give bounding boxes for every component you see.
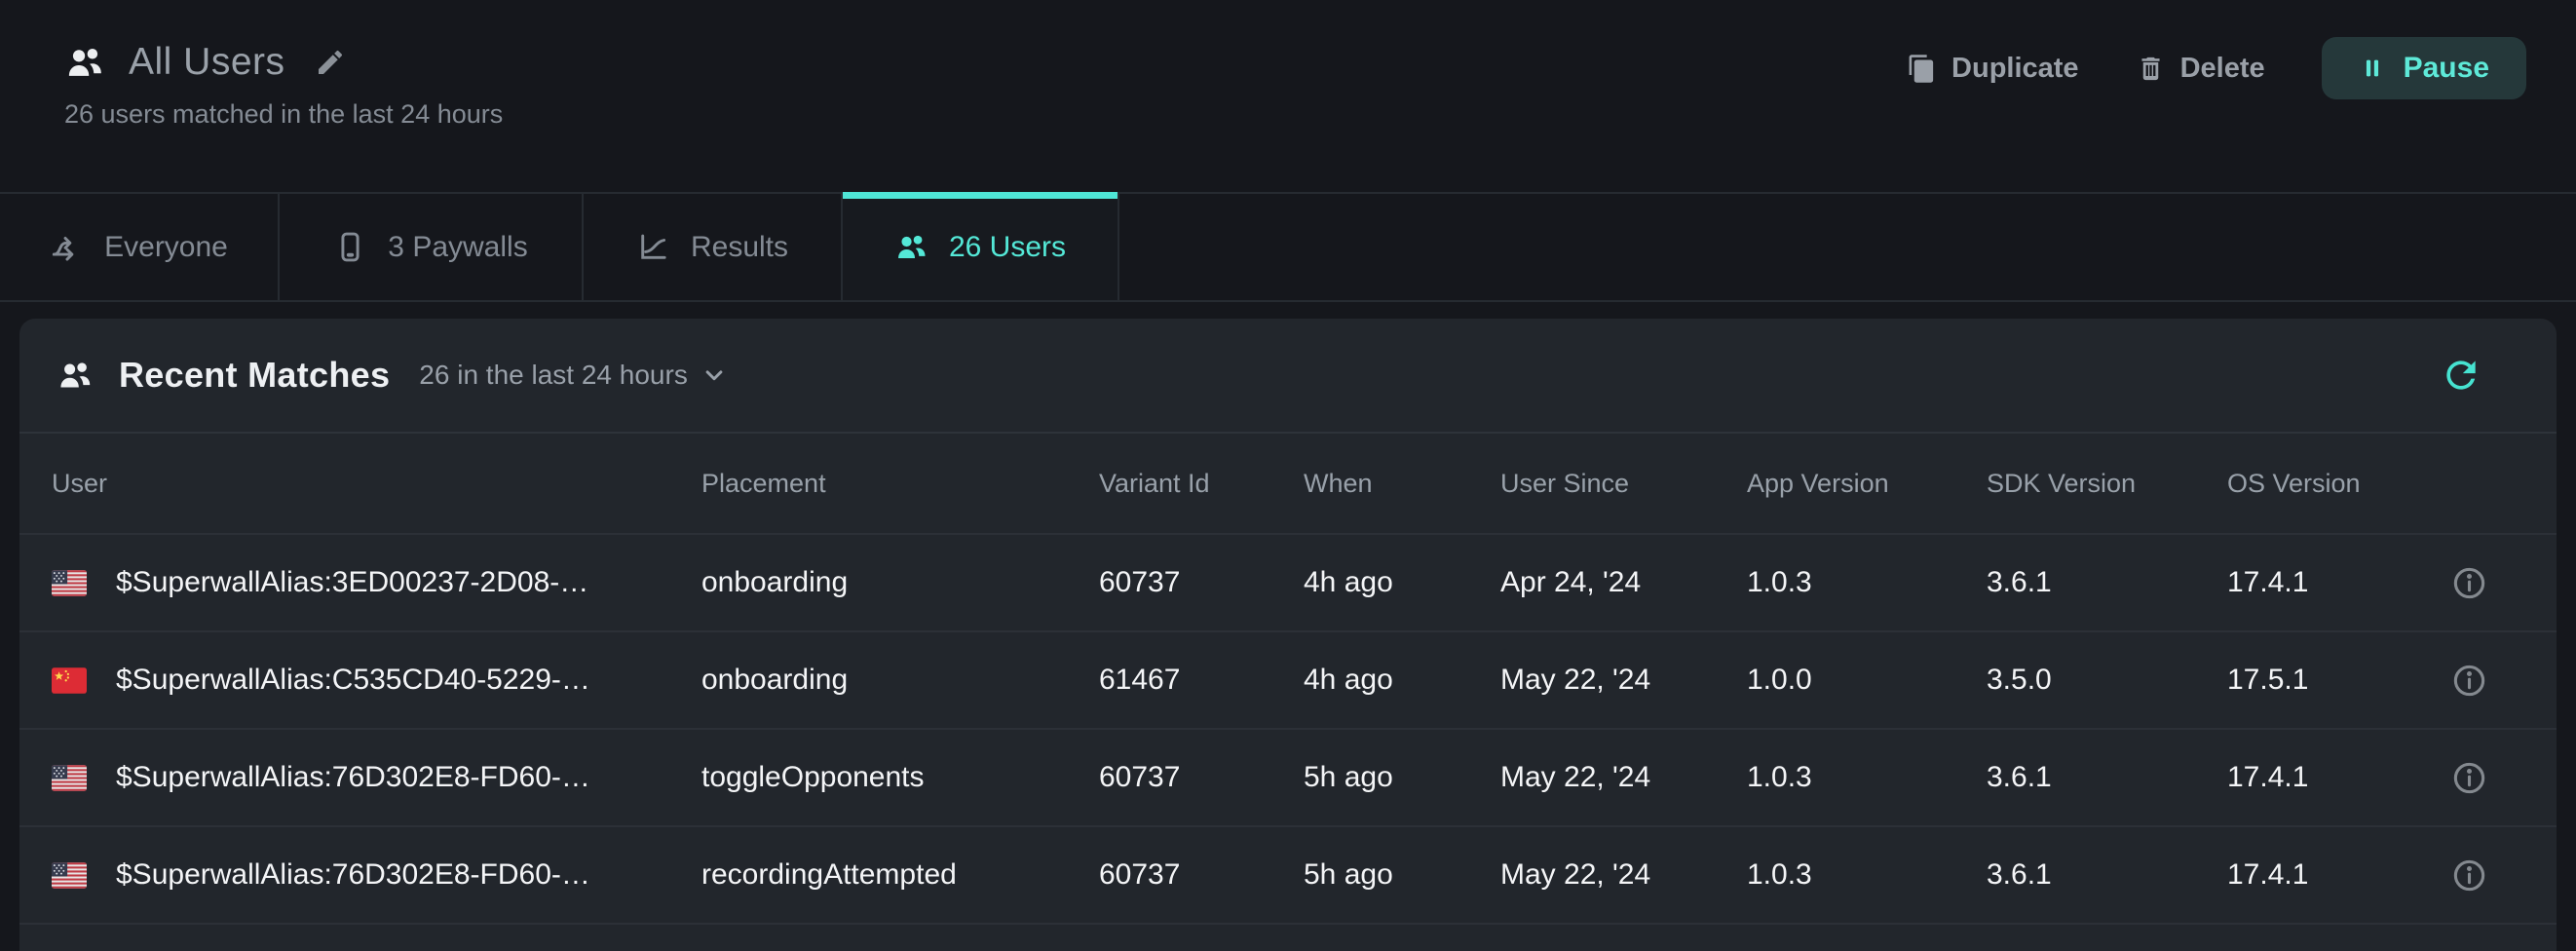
title-row: All Users — [0, 0, 2576, 84]
info-icon[interactable] — [2450, 564, 2488, 602]
user-since-cell: May 22, '24 — [1500, 664, 1651, 696]
users-icon — [64, 42, 105, 83]
pause-icon — [2366, 59, 2378, 77]
info-icon[interactable] — [2450, 662, 2488, 700]
info-icon[interactable] — [2450, 856, 2488, 894]
recent-matches-panel: Recent Matches 26 in the last 24 hours U… — [19, 319, 2557, 951]
tab-results[interactable]: Results — [584, 194, 843, 300]
col-variant-id: Variant Id — [1099, 468, 1210, 498]
variant-id-cell: 60737 — [1099, 566, 1181, 598]
col-os-version: OS Version — [2227, 468, 2361, 498]
col-app-version: App Version — [1747, 468, 1889, 498]
page-title: All Users — [129, 41, 285, 83]
variant-id-cell: 60737 — [1099, 858, 1181, 891]
refresh-icon[interactable] — [2440, 354, 2482, 397]
time-range-label: 26 in the last 24 hours — [419, 360, 688, 390]
app-version-cell: 1.0.0 — [1747, 664, 1812, 696]
page-header: All Users 26 users matched in the last 2… — [0, 0, 2576, 192]
os-version-cell: 17.5.1 — [2227, 664, 2309, 696]
duplicate-label: Duplicate — [1951, 52, 2079, 84]
user-since-cell: Apr 24, '24 — [1500, 566, 1642, 598]
duplicate-icon — [1909, 54, 1934, 83]
sdk-version-cell: 3.6.1 — [1987, 761, 2052, 793]
flag-us-icon — [52, 861, 87, 889]
tab-label: Results — [690, 230, 789, 263]
sdk-version-cell: 3.6.1 — [1987, 858, 2052, 891]
user-cell: $SuperwallAlias:C535CD40-5229-… — [52, 664, 701, 697]
col-user-since: User Since — [1500, 468, 1630, 498]
when-cell: 4h ago — [1304, 566, 1393, 598]
chart-icon — [641, 234, 666, 259]
duplicate-button[interactable]: Duplicate — [1907, 53, 2079, 85]
branch-arrow-icon — [53, 237, 74, 261]
when-cell: 4h ago — [1304, 664, 1393, 696]
info-icon[interactable] — [2450, 759, 2488, 797]
flag-cn-icon — [52, 666, 87, 694]
user-alias: $SuperwallAlias:76D302E8-FD60-… — [116, 858, 590, 891]
user-cell: $SuperwallAlias:76D302E8-FD60-… — [52, 858, 701, 892]
user-cell: $SuperwallAlias:76D302E8-FD60-… — [52, 761, 701, 794]
phone-icon — [341, 232, 360, 262]
time-range-dropdown[interactable]: 26 in the last 24 hours — [419, 360, 729, 391]
sdk-version-cell: 3.5.0 — [1987, 664, 2052, 696]
app-version-cell: 1.0.3 — [1747, 566, 1812, 598]
os-version-cell: 17.4.1 — [2227, 858, 2309, 891]
user-cell — [52, 925, 701, 951]
placement-cell: onboarding — [701, 664, 849, 696]
trash-icon — [2141, 57, 2160, 80]
col-placement: Placement — [701, 468, 826, 498]
flag-us-icon — [52, 764, 87, 791]
app-version-cell: 1.0.3 — [1747, 858, 1812, 891]
delete-label: Delete — [2179, 52, 2265, 84]
delete-button[interactable]: Delete — [2136, 53, 2265, 85]
pause-label: Pause — [2403, 52, 2489, 84]
tab-label: 26 Users — [948, 230, 1067, 263]
placement-cell: recordingAttempted — [701, 858, 957, 891]
col-when: When — [1304, 468, 1373, 498]
os-version-cell: 17.4.1 — [2227, 566, 2309, 598]
user-since-cell: May 22, '24 — [1500, 858, 1651, 891]
edit-pencil-icon[interactable] — [315, 47, 346, 78]
placement-cell: onboarding — [701, 566, 849, 598]
page-subtitle: 26 users matched in the last 24 hours — [64, 99, 504, 129]
pause-button[interactable]: Pause — [2321, 37, 2526, 99]
chevron-down-icon — [705, 370, 723, 381]
tab-everyone[interactable]: Everyone — [0, 194, 280, 300]
user-alias: $SuperwallAlias:3ED00237-2D08-… — [116, 566, 589, 598]
variant-id-cell: 61467 — [1099, 664, 1181, 696]
when-cell: 5h ago — [1304, 761, 1393, 793]
table-row-partial[interactable] — [19, 923, 2557, 951]
flag-us-icon — [52, 569, 87, 596]
tab-label: Everyone — [104, 230, 228, 263]
user-since-cell: May 22, '24 — [1500, 761, 1651, 793]
table-row[interactable]: $SuperwallAlias:76D302E8-FD60-… toggleOp… — [19, 728, 2557, 825]
panel-header: Recent Matches 26 in the last 24 hours — [19, 319, 2557, 434]
tab-label: 3 Paywalls — [388, 230, 528, 263]
user-cell: $SuperwallAlias:3ED00237-2D08-… — [52, 566, 701, 599]
table-row[interactable]: $SuperwallAlias:76D302E8-FD60-… recordin… — [19, 825, 2557, 923]
table-header: User Placement Variant Id When User Sinc… — [19, 434, 2557, 533]
col-user: User — [52, 468, 108, 498]
tab-paywalls[interactable]: 3 Paywalls — [280, 194, 584, 300]
when-cell: 5h ago — [1304, 858, 1393, 891]
variant-id-cell: 60737 — [1099, 761, 1181, 793]
tab-bar: Everyone 3 Paywalls Results 26 Users — [0, 192, 2576, 302]
os-version-cell: 17.4.1 — [2227, 761, 2309, 793]
users-icon — [57, 357, 94, 394]
users-icon — [898, 235, 926, 259]
user-alias: $SuperwallAlias:C535CD40-5229-… — [116, 664, 590, 696]
col-sdk-version: SDK Version — [1987, 468, 2137, 498]
table-row[interactable]: $SuperwallAlias:C535CD40-5229-… onboardi… — [19, 630, 2557, 728]
placement-cell: toggleOpponents — [701, 761, 925, 793]
table-row[interactable]: $SuperwallAlias:3ED00237-2D08-… onboardi… — [19, 533, 2557, 630]
sdk-version-cell: 3.6.1 — [1987, 566, 2052, 598]
app-version-cell: 1.0.3 — [1747, 761, 1812, 793]
user-alias: $SuperwallAlias:76D302E8-FD60-… — [116, 761, 590, 793]
panel-title: Recent Matches — [119, 355, 391, 395]
header-actions: Duplicate Delete Pause — [1907, 0, 2526, 136]
tab-users[interactable]: 26 Users — [843, 192, 1119, 300]
